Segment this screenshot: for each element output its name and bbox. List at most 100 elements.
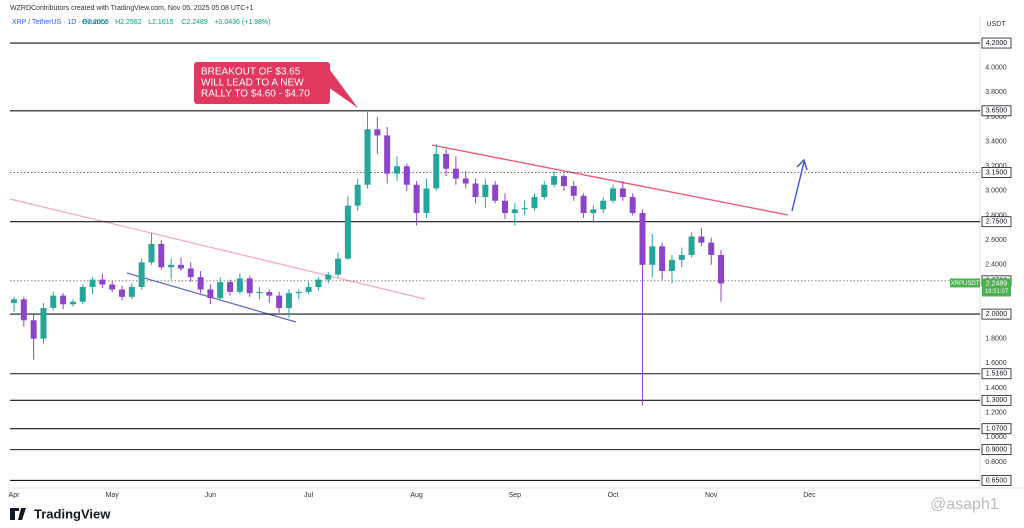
x-tick-label: Sep <box>509 492 522 499</box>
candle-body <box>708 242 715 255</box>
level-label-box <box>981 37 1012 49</box>
level-label: 4.2000 <box>986 40 1008 47</box>
candle-body <box>619 188 626 198</box>
candle-body <box>158 243 165 268</box>
candle-body <box>236 278 243 292</box>
candle-body <box>79 286 86 302</box>
candle-body <box>492 184 499 201</box>
candle-body <box>99 279 106 285</box>
candle-body <box>227 282 234 292</box>
projection-arrow <box>791 161 805 212</box>
candle-body <box>560 176 567 186</box>
last-price-box <box>982 278 1011 297</box>
candle-body <box>40 307 47 339</box>
y-tick-label: 3.2000 <box>985 163 1007 170</box>
x-tick-label: May <box>106 492 120 499</box>
candle-body <box>217 282 224 299</box>
ohlc-value: L2.1015 <box>148 19 173 26</box>
candle-body <box>433 153 440 189</box>
candle-body <box>20 299 27 321</box>
candle-body <box>678 254 685 260</box>
level-label-box <box>981 394 1012 406</box>
candle-body <box>69 301 76 305</box>
candle-body <box>364 129 371 185</box>
candle-body <box>629 197 636 214</box>
candle-body <box>698 236 705 243</box>
y-tick-label: 2.8000 <box>985 212 1007 219</box>
watermark: @asaph1 <box>930 496 999 513</box>
trend-line <box>9 198 426 300</box>
x-tick-label: Jul <box>304 492 313 499</box>
candle-body <box>590 209 597 214</box>
candle-body <box>325 274 332 280</box>
y-tick-label: 2.4000 <box>985 262 1007 269</box>
resistance-trend-line <box>431 144 789 216</box>
candle-body <box>502 200 508 214</box>
y-tick-label: 3.4000 <box>985 138 1007 145</box>
candle-body <box>128 286 135 297</box>
candle-body <box>109 284 116 290</box>
y-tick-label: 1.8000 <box>985 336 1007 343</box>
candle-body <box>580 195 587 214</box>
candle-body <box>197 277 204 290</box>
annotation-text: WILL LEAD TO A NEW <box>201 78 304 89</box>
level-label: 1.5160 <box>986 371 1008 378</box>
candle-body <box>344 205 351 259</box>
candle-body <box>570 185 577 196</box>
candle-body <box>256 291 263 294</box>
candle-body <box>452 168 459 179</box>
x-tick-label: Oct <box>608 492 619 499</box>
candle-body <box>462 178 469 184</box>
y-tick-label: 1.4000 <box>985 385 1007 392</box>
candle-body <box>443 153 450 169</box>
currency: USDT <box>986 21 1006 28</box>
candle-body <box>423 188 430 214</box>
x-tick-label: Apr <box>9 492 21 499</box>
level-label: 1.3000 <box>986 397 1008 404</box>
last-price-tag <box>950 278 980 288</box>
level-label: 2.0000 <box>986 311 1008 318</box>
candle-body <box>177 264 184 269</box>
candle-body <box>295 291 302 294</box>
candle-body <box>207 289 214 299</box>
x-tick-label: Jun <box>205 492 216 499</box>
brand-logo <box>10 508 26 520</box>
candle-body <box>168 264 175 268</box>
level-label-box <box>981 167 1012 178</box>
level-label-box <box>981 368 1012 380</box>
level-label: 1.0700 <box>986 426 1008 433</box>
candle-body <box>472 183 479 198</box>
candle-body <box>148 243 155 263</box>
x-tick-label: Nov <box>705 492 718 499</box>
last-price-countdown: 19:51:07 <box>985 289 1009 295</box>
candle-body <box>119 289 126 297</box>
candle-body <box>482 184 489 198</box>
last-price-value: 2.2489 <box>986 280 1008 287</box>
candle-body <box>600 200 607 210</box>
candle-body <box>384 135 391 174</box>
arrow-head <box>796 158 808 171</box>
ohlc-value: C2.2489 <box>181 19 208 26</box>
y-tick-label: 3.8000 <box>985 89 1007 96</box>
y-tick-label: 3.6000 <box>985 114 1007 121</box>
candle-body <box>246 278 253 294</box>
candle-body <box>276 295 283 308</box>
candle-body <box>649 246 656 265</box>
level-label: 3.6500 <box>986 108 1008 115</box>
plot: 4.0000 3.8000 3.6000 3.4000 3.2000 3.0000 2.80… <box>9 37 1012 499</box>
annotation-pointer <box>318 70 358 108</box>
candle-body <box>374 129 381 136</box>
candle-body <box>551 176 558 185</box>
annotation-box <box>194 62 330 104</box>
symbol: XRP / TetherUS · 1D · Binance <box>12 19 108 26</box>
candle-body <box>187 268 194 278</box>
level-label-box <box>981 308 1012 320</box>
annotation-text: RALLY TO $4.60 - $4.70 <box>201 89 310 100</box>
candle-body <box>266 291 273 296</box>
level-label: 0.9000 <box>986 446 1008 453</box>
candle-body <box>541 184 548 198</box>
ohlc-value: +0.0436 (+1.98%) <box>214 19 270 26</box>
y-tick-label: 1.0000 <box>985 434 1007 441</box>
